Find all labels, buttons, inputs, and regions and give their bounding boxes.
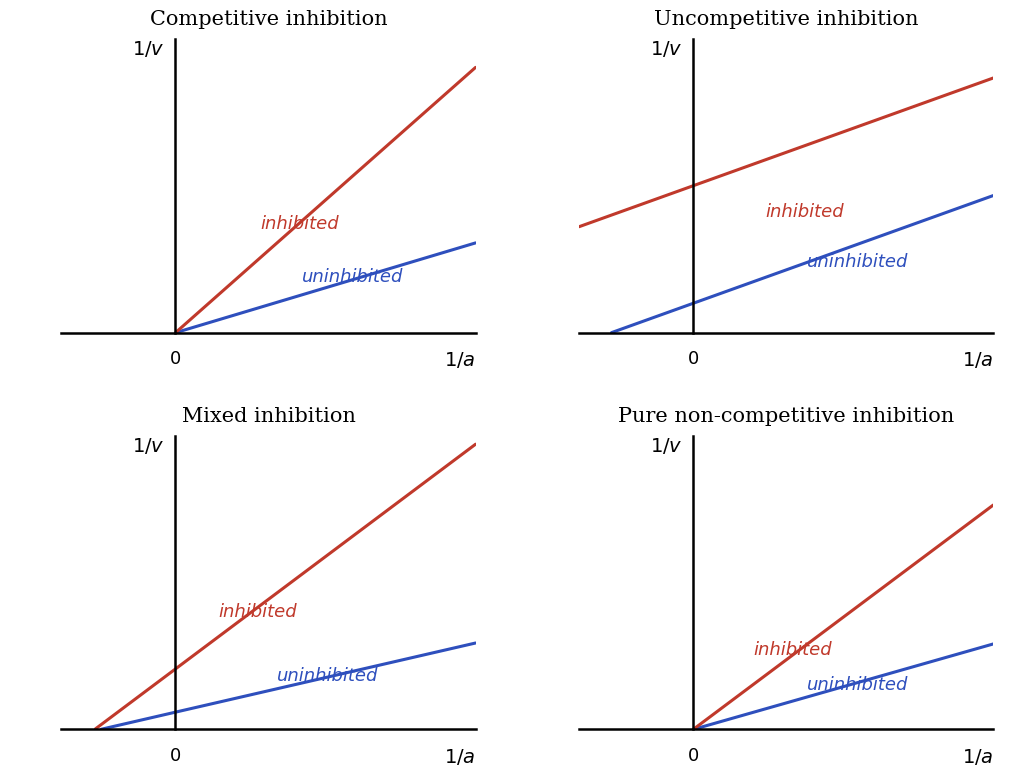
Text: uninhibited: uninhibited <box>807 253 908 271</box>
Text: 0: 0 <box>687 747 698 765</box>
Text: uninhibited: uninhibited <box>807 676 908 695</box>
Title: Competitive inhibition: Competitive inhibition <box>150 10 387 29</box>
Text: inhibited: inhibited <box>260 215 339 233</box>
Text: $1/v$: $1/v$ <box>650 39 683 59</box>
Text: inhibited: inhibited <box>219 603 297 621</box>
Text: $1/v$: $1/v$ <box>650 435 683 456</box>
Title: Uncompetitive inhibition: Uncompetitive inhibition <box>654 10 919 29</box>
Text: uninhibited: uninhibited <box>302 268 403 286</box>
Text: inhibited: inhibited <box>766 203 844 221</box>
Text: 0: 0 <box>170 747 181 765</box>
Title: Pure non-competitive inhibition: Pure non-competitive inhibition <box>618 407 954 426</box>
Text: $1/a$: $1/a$ <box>962 747 993 767</box>
Text: $1/a$: $1/a$ <box>962 350 993 370</box>
Text: inhibited: inhibited <box>753 641 831 659</box>
Text: $1/a$: $1/a$ <box>444 747 475 767</box>
Text: 0: 0 <box>687 350 698 369</box>
Text: $1/v$: $1/v$ <box>132 39 165 59</box>
Title: Mixed inhibition: Mixed inhibition <box>181 407 355 426</box>
Text: $1/a$: $1/a$ <box>444 350 475 370</box>
Text: uninhibited: uninhibited <box>276 667 378 685</box>
Text: 0: 0 <box>170 350 181 369</box>
Text: $1/v$: $1/v$ <box>132 435 165 456</box>
